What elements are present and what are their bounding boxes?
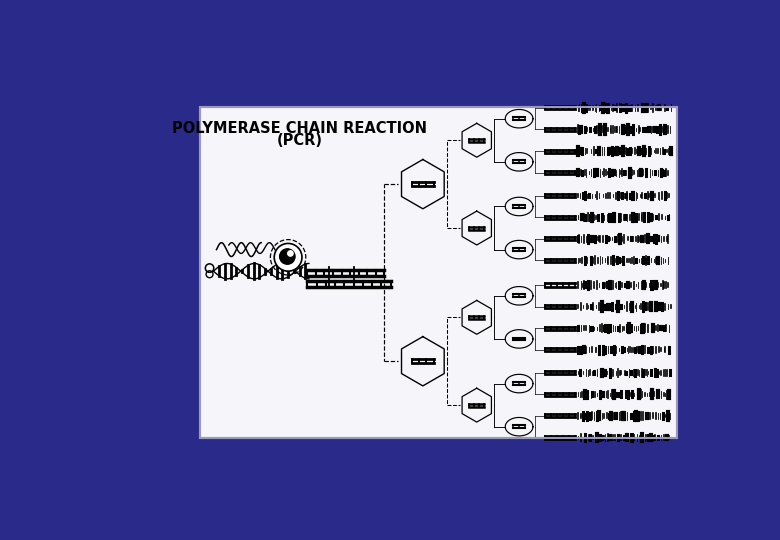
Bar — [200, 107, 677, 438]
Circle shape — [279, 249, 295, 264]
Text: (PCR): (PCR) — [277, 133, 323, 148]
Bar — [200, 107, 677, 438]
Circle shape — [275, 244, 302, 271]
Circle shape — [288, 251, 293, 256]
Text: POLYMERASE CHAIN REACTION: POLYMERASE CHAIN REACTION — [172, 121, 427, 136]
